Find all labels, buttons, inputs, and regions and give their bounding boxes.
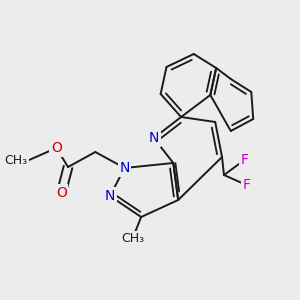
Text: N: N (119, 161, 130, 175)
Text: O: O (56, 186, 67, 200)
Text: F: F (242, 178, 250, 192)
Text: CH₃: CH₃ (121, 232, 144, 245)
Text: O: O (51, 141, 62, 155)
Text: CH₃: CH₃ (4, 154, 27, 166)
Text: N: N (148, 131, 159, 145)
Text: N: N (105, 189, 115, 203)
Text: F: F (240, 153, 248, 167)
